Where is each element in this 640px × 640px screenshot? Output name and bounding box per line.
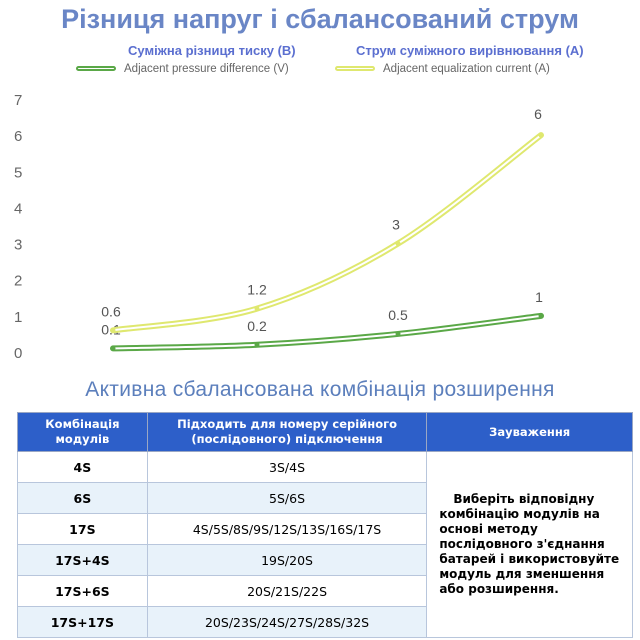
y-tick-label: 7: [14, 92, 22, 109]
table-row: 17S 4S/5S/8S/9S/12S/13S/16S/17S: [17, 513, 633, 545]
legend-swatch-current: [335, 66, 375, 71]
voltage-data-label: 0.5: [388, 307, 408, 323]
cell-series: 20S/23S/24S/27S/28S/32S: [146, 606, 428, 638]
cell-series: 4S/5S/8S/9S/12S/13S/16S/17S: [146, 513, 428, 545]
voltage-data-point: [110, 345, 116, 351]
voltage-data-point: [395, 331, 401, 337]
cell-series: 20S/21S/22S: [146, 575, 428, 607]
legend-swatch-voltage: [76, 66, 116, 71]
cell-module: 17S: [17, 513, 148, 545]
y-tick-label: 0: [14, 345, 22, 362]
cell-note: Виберіть відповідну комбінацію модулів н…: [426, 451, 633, 638]
voltage-data-label: 0.2: [247, 318, 267, 334]
voltage-data-label: 1: [535, 289, 543, 305]
current-data-label: 6: [534, 106, 542, 122]
current-data-point: [538, 132, 544, 138]
header-remarks: Зауваження: [426, 412, 633, 452]
cell-module: 17S+4S: [17, 544, 148, 576]
current-data-point: [110, 327, 116, 333]
cell-module: 17S+17S: [17, 606, 148, 638]
combination-table: Комбінація модулів Підходить для номеру …: [17, 412, 633, 638]
cell-series: 19S/20S: [146, 544, 428, 576]
legend-label-ua-voltage: Суміжна різниця тиску (В): [128, 43, 296, 58]
voltage-data-point: [254, 342, 260, 348]
y-tick-label: 2: [14, 273, 22, 290]
cell-series: 5S/6S: [146, 482, 428, 514]
table-row: 4S 3S/4S Виберіть відповідну комбінацію …: [17, 451, 633, 638]
table-row: 17S+17S 20S/23S/24S/27S/28S/32S: [17, 606, 633, 638]
current-series-line-inner: [112, 134, 542, 332]
header-series-connection: Підходить для номеру серійного (послідов…: [146, 412, 428, 452]
voltage-data-point: [538, 313, 544, 319]
cell-module: 17S+6S: [17, 575, 148, 607]
y-tick-label: 1: [14, 309, 22, 326]
table-header-row: Комбінація модулів Підходить для номеру …: [17, 412, 633, 452]
current-series-line-outer: [110, 132, 544, 334]
y-tick-label: 4: [14, 200, 22, 217]
current-data-label: 0.6: [101, 303, 121, 319]
legend-label-en-current: Adjacent equalization current (A): [383, 63, 550, 75]
table-subtitle: Активна сбалансована комбінація розширен…: [85, 378, 555, 401]
chart-title: Різниця напруг і сбалансований струм: [61, 4, 579, 34]
current-data-point: [254, 306, 260, 312]
cell-module: 6S: [17, 482, 148, 514]
cell-series: 3S/4S: [146, 451, 428, 483]
y-tick-label: 6: [14, 128, 22, 145]
table-row: 17S+6S 20S/21S/22S: [17, 575, 633, 607]
y-tick-label: 3: [14, 237, 22, 254]
y-tick-label: 5: [14, 164, 22, 181]
legend-label-ua-current: Струм суміжного вирівнювання (А): [356, 43, 584, 58]
voltage-series-line-inner: [112, 314, 542, 350]
current-data-label: 1.2: [247, 282, 267, 298]
table-row: 17S+4S 19S/20S: [17, 544, 633, 576]
legend-label-en-voltage: Adjacent pressure difference (V): [124, 63, 289, 75]
current-data-label: 3: [392, 217, 400, 233]
table-row: 6S 5S/6S: [17, 482, 633, 514]
cell-module: 4S: [17, 451, 148, 483]
current-data-point: [395, 241, 401, 247]
header-module-combination: Комбінація модулів: [17, 412, 148, 452]
